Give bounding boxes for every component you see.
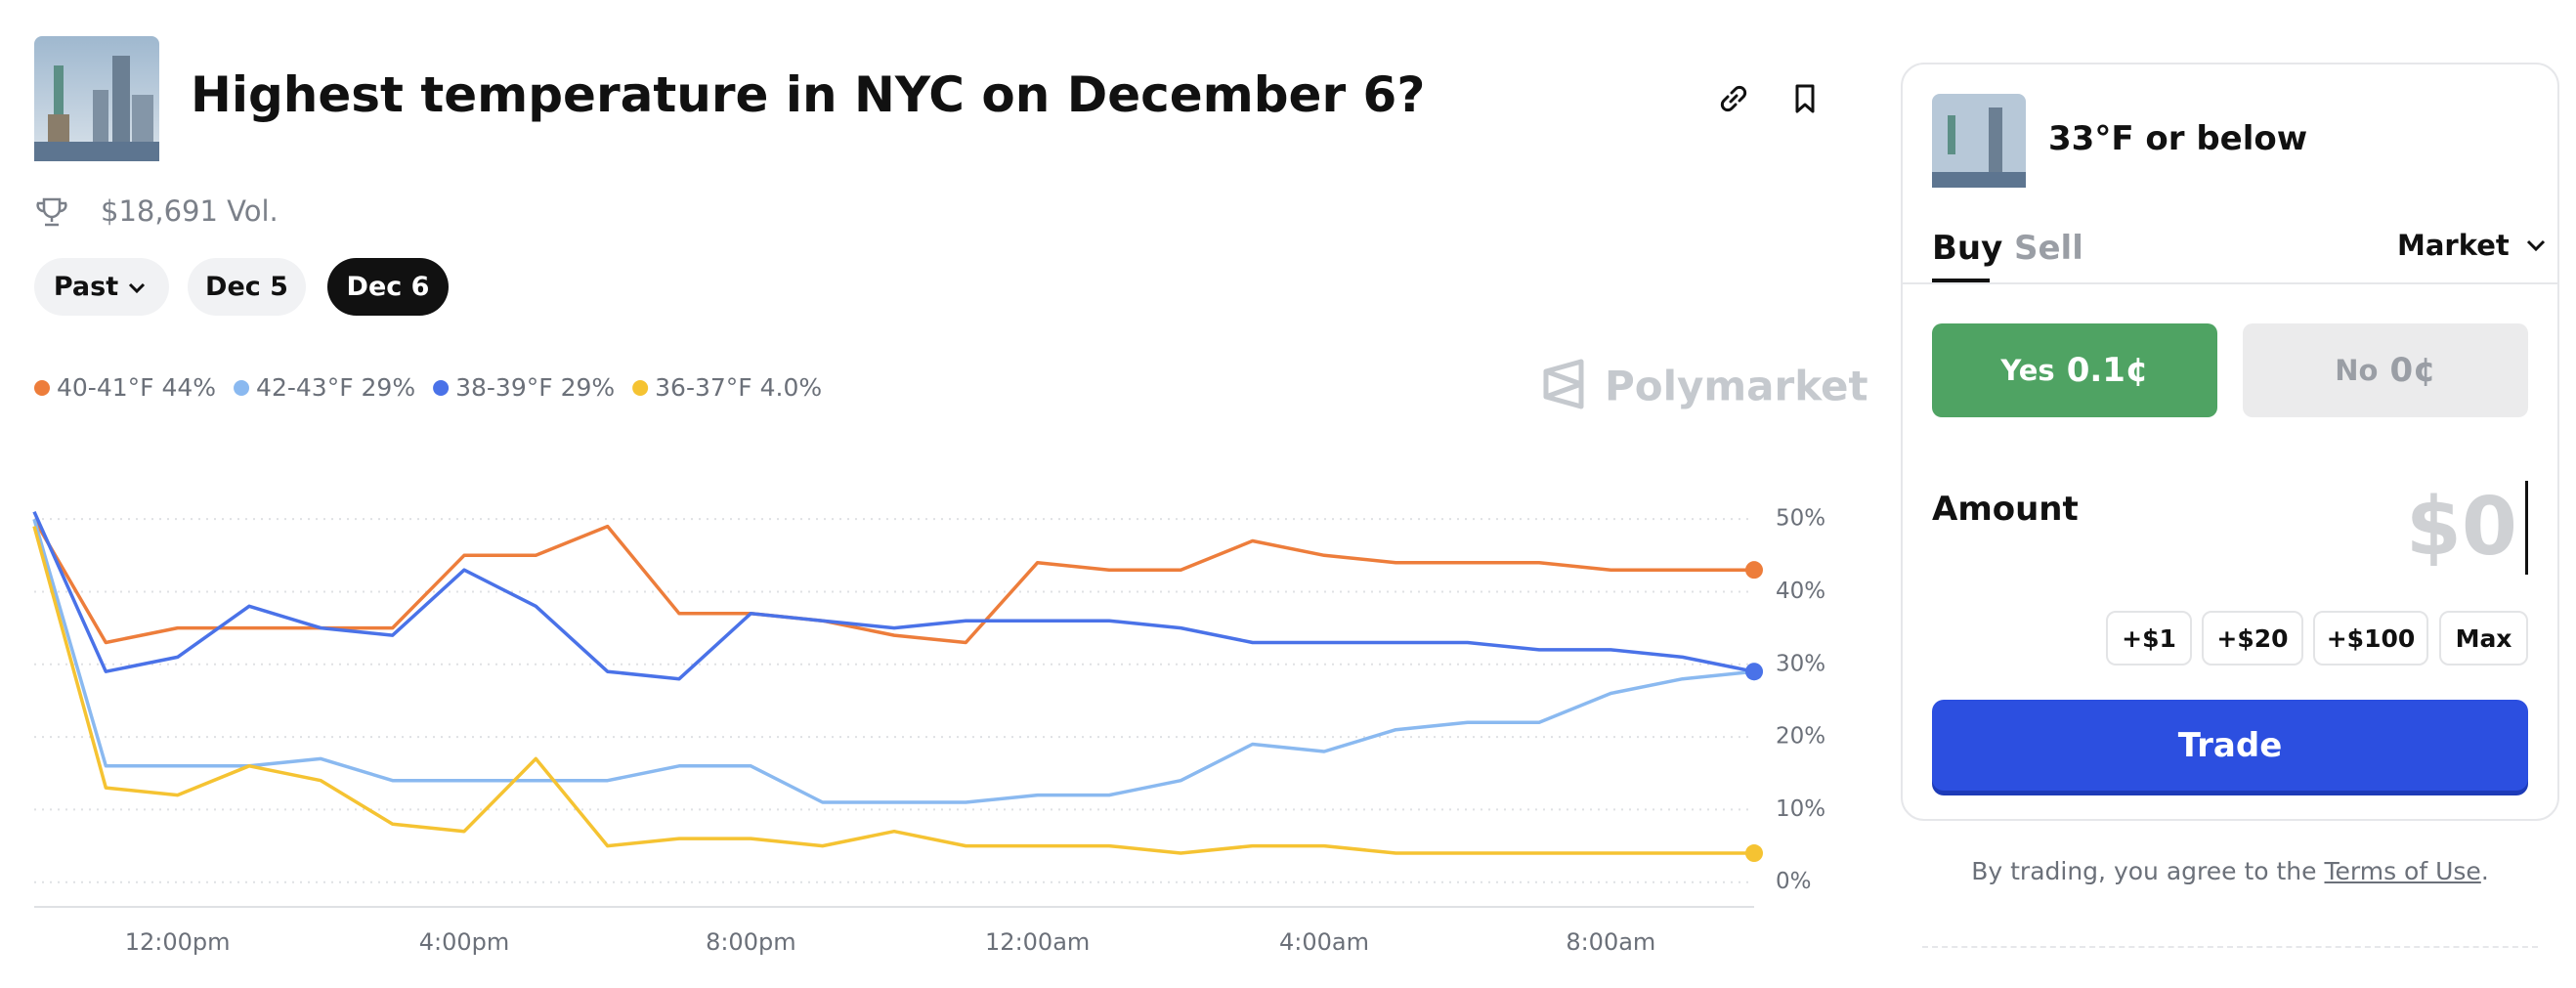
chart: Polymarket 40-41°F 44% 42-43°F 29% 38-39°F… [32,359,1868,956]
x-tick-label: 8:00pm [706,928,796,956]
copy-link-icon[interactable] [1715,80,1752,117]
no-button[interactable]: No 0¢ [2243,323,2528,417]
y-tick-label: 10% [1776,796,1825,822]
legend-dot [632,380,649,396]
trophy-icon [36,197,67,227]
order-type: Market [2397,229,2510,262]
terms-text: . [2480,857,2489,885]
trade-button[interactable]: Trade [1932,700,2528,791]
brand-logo: Polymarket [1543,359,1868,410]
y-tick-label: 30% [1776,651,1825,676]
legend-label: 40-41°F 44% [57,373,216,402]
filter-button[interactable]: Dec 5 [188,258,306,316]
yes-price: 0.1¢ [2066,351,2149,390]
y-tick-label: 0% [1776,869,1812,894]
end-point [1745,561,1763,580]
trade-panel [1901,63,2559,821]
quick-amount-button[interactable]: +$1 [2106,611,2192,666]
end-point [1745,663,1763,681]
quick-amount-button[interactable]: +$20 [2202,611,2303,666]
y-tick-label: 20% [1776,724,1825,750]
filter-button[interactable]: Past [34,258,169,316]
quick-amount-button[interactable]: +$100 [2313,611,2428,666]
legend-dot [34,380,50,396]
legend-label: 36-37°F 4.0% [655,373,822,402]
sell-tab[interactable]: Sell [2014,229,2083,268]
outcome-name: 33°F or below [2048,119,2308,158]
series-line [32,518,1754,645]
filter-button-active[interactable]: Dec 6 [327,258,449,316]
x-tick-label: 12:00pm [125,928,231,956]
quick-amount-button[interactable]: Max [2439,611,2528,666]
y-tick-label: 50% [1776,506,1825,532]
chevron-icon [2526,239,2545,252]
tab-underline [1932,279,1990,282]
x-tick-label: 12:00am [985,928,1090,956]
filter-label: Past [53,272,119,302]
amount-input[interactable]: $0 [2405,481,2517,574]
series-line [32,518,1755,804]
no-price: 0¢ [2389,351,2436,390]
legend-dot [433,380,450,396]
market-title: Highest temperature in NYC on December 6… [191,66,1426,123]
x-tick-label: 8:00am [1566,928,1655,956]
amount-label: Amount [1932,490,2079,529]
legend-label: 42-43°F 29% [256,373,415,402]
legend-label: 38-39°F 29% [455,373,615,402]
end-point [1745,844,1763,863]
terms-link[interactable]: Terms of Use [2324,857,2481,885]
x-tick-label: 4:00am [1279,928,1369,956]
no-label: No [2335,354,2379,387]
divider [1903,282,2557,284]
text-caret [2525,481,2528,575]
bookmark-icon[interactable] [1786,80,1824,117]
terms-note: By trading, you agree to the Terms of Us… [1901,857,2559,885]
market-image [34,36,159,161]
brand-name: Polymarket [1605,363,1868,410]
buy-tab[interactable]: Buy [1932,229,2003,268]
y-tick-label: 40% [1776,579,1825,604]
x-tick-label: 4:00pm [419,928,510,956]
outcome-image [1932,94,2026,188]
legend-dot [234,380,250,396]
divider [1922,946,2538,948]
order-type-select[interactable]: Market [2397,229,2551,262]
yes-label: Yes [2000,354,2055,387]
yes-button[interactable]: Yes 0.1¢ [1932,323,2217,417]
chevron-icon [129,282,146,293]
terms-text: By trading, you agree to the [1971,857,2317,885]
series-line [32,526,1754,855]
series-line [32,510,1755,681]
volume: $18,691 Vol. [101,194,279,228]
